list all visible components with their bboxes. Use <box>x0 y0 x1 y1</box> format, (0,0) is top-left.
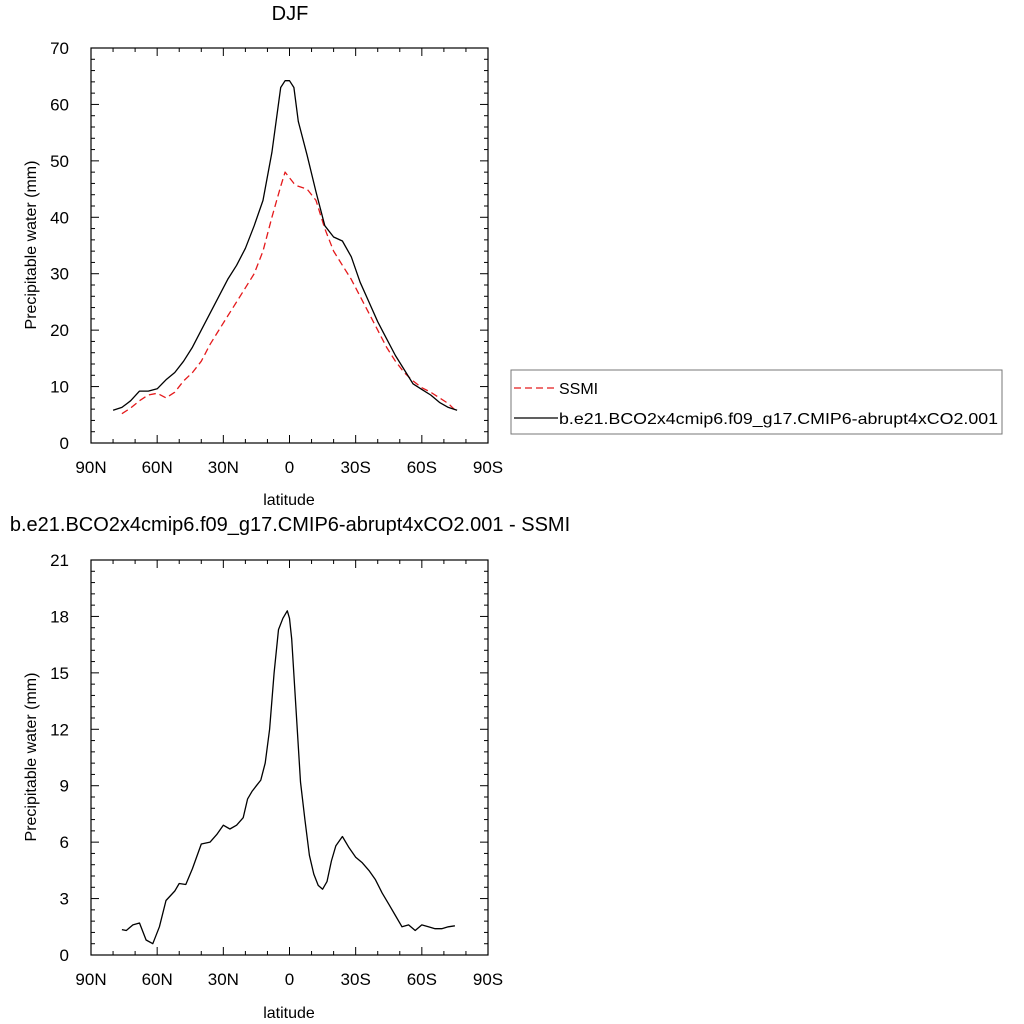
series-line-1-0 <box>121 610 455 945</box>
x-tick-label: 30N <box>208 970 239 989</box>
bottom-panel: b.e21.BCO2x4cmip6.f09_g17.CMIP6-abrupt4x… <box>10 514 570 1022</box>
x-tick-label: 30N <box>208 458 239 477</box>
top-panel-plot-frame <box>90 47 489 444</box>
y-tick-label: 12 <box>50 720 69 739</box>
top-panel-y-axis-label: Precipitable water (mm) <box>23 161 40 330</box>
y-tick-label: 0 <box>60 434 69 453</box>
y-tick-label: 70 <box>50 39 69 58</box>
top-panel-x-tick-labels: 90N 60N 30N 0 30S 60S 90S <box>75 458 503 477</box>
bottom-panel-x-axis-label: latitude <box>263 1005 315 1022</box>
top-panel-series <box>112 80 458 415</box>
top-panel-title: DJF <box>272 3 309 25</box>
x-tick-label: 60N <box>142 458 173 477</box>
legend-label-model: b.e21.BCO2x4cmip6.f09_g17.CMIP6-abrupt4x… <box>559 411 998 428</box>
x-tick-label: 60S <box>407 458 437 477</box>
x-tick-label: 90N <box>75 970 106 989</box>
y-tick-label: 30 <box>50 265 69 284</box>
series-line-0-1 <box>112 80 458 411</box>
x-tick-label: 0 <box>285 970 294 989</box>
top-panel-ticks <box>90 47 489 444</box>
y-tick-label: 20 <box>50 321 69 340</box>
y-tick-label: 3 <box>60 890 69 909</box>
bottom-panel-x-tick-labels: 90N 60N 30N 0 30S 60S 90S <box>75 970 503 989</box>
top-panel: DJF 90N 60N 30N 0 30S 60S 90S 010203040506070 … <box>23 3 1003 509</box>
x-tick-label: 90S <box>473 458 503 477</box>
bottom-panel-y-tick-labels: 0 3 6 9 12 15 18 21 <box>50 551 69 965</box>
y-tick-label: 21 <box>50 551 69 570</box>
x-tick-label: 30S <box>341 970 371 989</box>
y-tick-label: 40 <box>50 208 69 227</box>
x-tick-label: 0 <box>285 458 294 477</box>
top-panel-y-tick-labels: 0 10 20 30 40 50 60 70 <box>50 39 69 453</box>
y-tick-label: 60 <box>50 95 69 114</box>
y-tick-label: 15 <box>50 664 69 683</box>
bottom-panel-title: b.e21.BCO2x4cmip6.f09_g17.CMIP6-abrupt4x… <box>10 514 570 536</box>
bottom-panel-series <box>121 610 455 945</box>
x-tick-label: 90N <box>75 458 106 477</box>
bottom-panel-y-axis-label: Precipitable water (mm) <box>23 673 40 842</box>
y-tick-label: 0 <box>60 946 69 965</box>
series-line-0-0 <box>121 171 458 415</box>
top-panel-legend: SSMI b.e21.BCO2x4cmip6.f09_g17.CMIP6-abr… <box>510 369 1003 435</box>
legend-frame <box>510 369 1003 435</box>
y-tick-label: 6 <box>60 833 69 852</box>
x-tick-label: 60S <box>407 970 437 989</box>
x-tick-label: 60N <box>142 970 173 989</box>
x-tick-label: 30S <box>341 458 371 477</box>
top-panel-x-axis-label: latitude <box>263 492 315 509</box>
y-tick-label: 9 <box>60 777 69 796</box>
y-tick-label: 18 <box>50 607 69 626</box>
bottom-panel-ticks <box>90 559 489 956</box>
y-tick-label: 10 <box>50 378 69 397</box>
y-tick-label: 50 <box>50 152 69 171</box>
legend-label-ssmi: SSMI <box>559 381 598 398</box>
x-tick-label: 90S <box>473 970 503 989</box>
